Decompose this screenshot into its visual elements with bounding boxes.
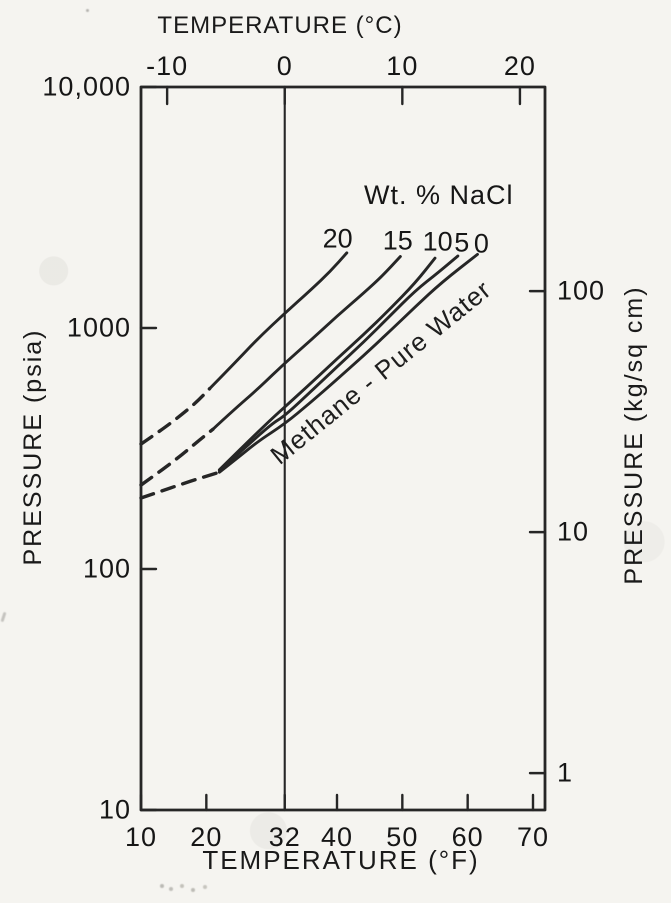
scan-artifact — [86, 9, 89, 12]
x-tick-label-50F: 50 — [386, 822, 419, 852]
x-tick-label-20F: 20 — [190, 822, 223, 852]
curve-15pct-dashed — [139, 427, 215, 487]
curve-0pct — [217, 252, 479, 474]
scan-artifact — [160, 884, 164, 888]
x-tick-label-10F: 10 — [124, 822, 158, 852]
y-tick-label-1000psia: 1000 — [66, 312, 131, 343]
curve-5pct — [217, 254, 460, 473]
curve-20pct — [208, 251, 349, 391]
x-tick-label-70F: 70 — [516, 822, 550, 852]
curve-20pct-dashed — [139, 386, 212, 446]
x-tick-label-32F: 32 — [268, 822, 301, 852]
curve-label-0pct: 0 — [473, 228, 489, 259]
curve-label-15pct: 15 — [382, 225, 413, 256]
x-tick-label-10C: 10 — [386, 51, 419, 81]
legend-title: Wt. % NaCl — [364, 180, 514, 210]
y-tick-label-1kg: 1 — [557, 757, 574, 788]
x-tick-label-60F: 60 — [451, 822, 484, 852]
y-tick-label-10kg: 10 — [557, 516, 590, 547]
left-axis-ticks — [139, 85, 158, 812]
curve-15pct — [211, 255, 402, 431]
right-axis-ticks — [528, 289, 547, 775]
y-tick-label-100kg: 100 — [557, 275, 606, 306]
x-tick-label-0C: 0 — [276, 51, 293, 81]
bottom-axis-ticks — [139, 793, 535, 812]
curve-label-10pct: 10 — [422, 226, 453, 257]
curve-label-5pct: 5 — [454, 227, 470, 258]
right-axis-title: PRESSURE (kg/sq cm) — [620, 285, 648, 585]
bottom-axis-title: TEMPERATURE (°F) — [202, 845, 480, 875]
y-tick-label-10psia: 10 — [98, 794, 131, 825]
top-axis-title: TEMPERATURE (°C) — [157, 12, 403, 39]
y-tick-label-10000psia: 10,000 — [42, 71, 131, 102]
top-axis-ticks — [165, 85, 522, 106]
x-tick-label-40F: 40 — [320, 822, 354, 852]
curve-10pct — [217, 256, 437, 472]
x-tick-label--10C: -10 — [146, 51, 189, 81]
y-tick-label-100psia: 100 — [82, 553, 131, 584]
curve-label-20pct: 20 — [322, 223, 353, 254]
curve-0pct-dashed — [139, 470, 222, 500]
left-axis-title: PRESSURE (psia) — [19, 328, 47, 566]
x-tick-label-20C: 20 — [503, 51, 536, 81]
